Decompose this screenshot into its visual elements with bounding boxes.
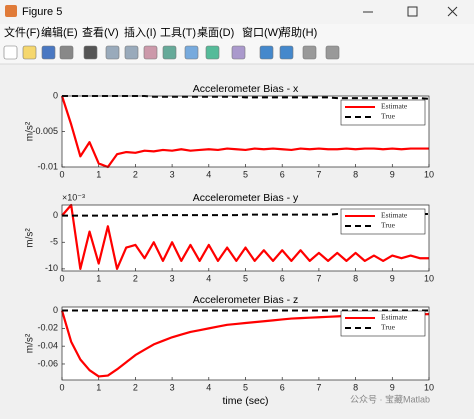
legend-label: Estimate (381, 211, 408, 220)
toolbar-button[interactable] (3, 45, 18, 60)
x-tick-label: 9 (390, 382, 395, 392)
maximize-button[interactable] (407, 6, 418, 17)
y-tick-label: 0 (53, 305, 58, 315)
x-tick-label: 8 (353, 273, 358, 283)
legend-label: True (381, 112, 396, 121)
x-tick-label: 7 (316, 382, 321, 392)
toolbar-button[interactable] (279, 45, 294, 60)
x-axis-label: time (sec) (222, 395, 268, 407)
toolbar-button[interactable] (259, 45, 274, 60)
toolbar-button[interactable] (59, 45, 74, 60)
x-tick-label: 9 (390, 169, 395, 179)
toolbar (3, 45, 340, 60)
y-tick-label: -0.04 (37, 341, 58, 351)
title-bar (0, 0, 474, 24)
axes-box (61, 204, 430, 272)
menu-item[interactable]: 文件(F) (4, 25, 40, 39)
x-tick-label: 6 (280, 273, 285, 283)
axes-box (61, 306, 430, 381)
x-tick-label: 4 (206, 382, 211, 392)
watermark: 公众号 · 宝藏Matlab (350, 393, 430, 404)
menu-item[interactable]: 桌面(D) (197, 26, 234, 39)
toolbar-button[interactable] (22, 45, 37, 60)
toolbar-button[interactable] (143, 45, 158, 60)
x-tick-label: 3 (170, 169, 175, 179)
toolbar-button[interactable] (83, 45, 98, 60)
x-tick-label: 7 (316, 169, 321, 179)
legend-label: Estimate (381, 102, 408, 111)
legend-box (340, 208, 426, 235)
y-tick-label: -0.005 (32, 126, 58, 136)
toolbar-button[interactable] (162, 45, 177, 60)
legend-label: True (381, 323, 396, 332)
x-tick-label: 4 (206, 273, 211, 283)
y-tick-label: 0 (53, 90, 58, 100)
x-tick-label: 5 (243, 273, 248, 283)
toolbar-button[interactable] (302, 45, 317, 60)
y-tick-label: -0.06 (37, 358, 58, 368)
legend-label: True (381, 221, 396, 230)
menu-item[interactable]: 帮助(H) (280, 25, 317, 39)
x-tick-label: 10 (424, 169, 434, 179)
x-tick-label: 3 (170, 273, 175, 283)
legend-box (340, 99, 426, 126)
y-axis-label: m/s² (25, 228, 36, 248)
subplot-title: Accelerometer Bias - x (193, 83, 299, 95)
x-tick-label: 1 (96, 382, 101, 392)
x-tick-label: 1 (96, 273, 101, 283)
menu-item[interactable]: 编辑(E) (41, 25, 78, 39)
menu-item[interactable]: 工具(T) (160, 26, 196, 39)
x-tick-label: 2 (133, 273, 138, 283)
toolbar-button[interactable] (325, 45, 340, 60)
menu-item[interactable]: 插入(I) (124, 25, 156, 39)
legend-box (340, 310, 426, 337)
x-tick-label: 0 (59, 382, 64, 392)
subplot-title: Accelerometer Bias - z (193, 294, 299, 306)
close-button[interactable] (447, 6, 458, 17)
y-tick-label: 0 (53, 210, 58, 220)
x-tick-label: 5 (243, 382, 248, 392)
y-exponent: ×10⁻³ (62, 192, 85, 202)
x-tick-label: 0 (59, 169, 64, 179)
window-title: Figure 5 (22, 6, 62, 18)
x-tick-label: 5 (243, 169, 248, 179)
x-tick-label: 10 (424, 273, 434, 283)
y-axis-label: m/s² (25, 121, 36, 141)
x-tick-label: 3 (170, 382, 175, 392)
x-tick-label: 6 (280, 382, 285, 392)
x-tick-label: 8 (353, 382, 358, 392)
toolbar-button[interactable] (205, 45, 220, 60)
menu-item[interactable]: 查看(V) (82, 25, 119, 39)
x-tick-label: 2 (133, 169, 138, 179)
toolbar-button[interactable] (41, 45, 56, 60)
y-tick-label: -5 (50, 237, 58, 247)
toolbar-button[interactable] (184, 45, 199, 60)
axes-box (61, 95, 430, 168)
x-tick-label: 4 (206, 169, 211, 179)
y-tick-label: -0.02 (37, 323, 58, 333)
x-tick-label: 7 (316, 273, 321, 283)
x-tick-label: 10 (424, 382, 434, 392)
x-tick-label: 9 (390, 273, 395, 283)
legend-label: Estimate (381, 313, 408, 322)
y-axis-label: m/s² (25, 333, 36, 353)
data-line (60, 95, 429, 169)
y-tick-label: -0.01 (37, 161, 58, 171)
data-line (61, 203, 429, 270)
toolbar-button[interactable] (105, 45, 120, 60)
subplot-title: Accelerometer Bias - y (193, 192, 299, 204)
x-tick-label: 6 (280, 169, 285, 179)
x-tick-label: 8 (353, 169, 358, 179)
app-icon (5, 5, 17, 17)
y-tick-label: -10 (45, 263, 58, 273)
x-tick-label: 2 (133, 382, 138, 392)
toolbar-button[interactable] (124, 45, 139, 60)
toolbar-button[interactable] (231, 45, 246, 60)
x-tick-label: 0 (59, 273, 64, 283)
menu-item[interactable]: 窗口(W) (242, 25, 282, 39)
x-tick-label: 1 (96, 169, 101, 179)
